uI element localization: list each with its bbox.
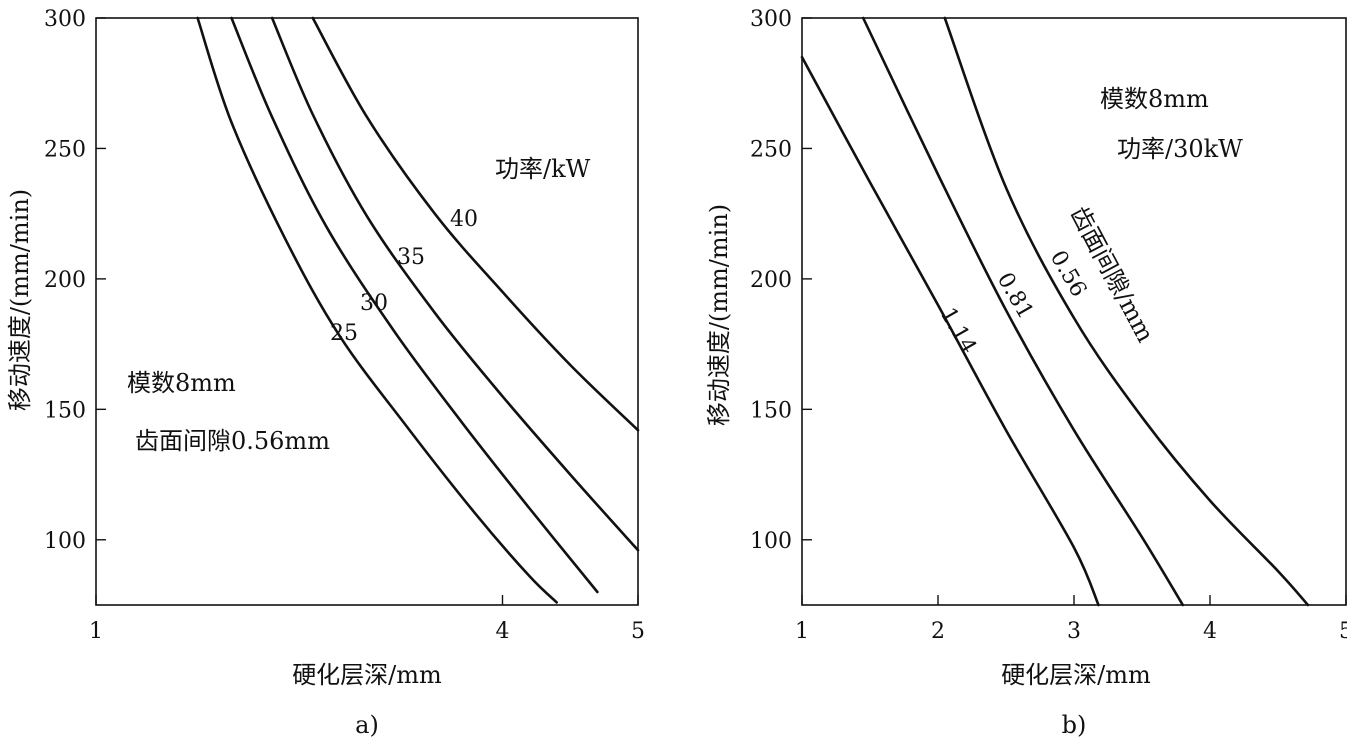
panel-a-y-ticks: 100 150 200 250 300 (44, 7, 106, 554)
panel-b-y-tick-label-150: 150 (750, 398, 792, 423)
panel-a-module-note: 模数8mm (127, 369, 236, 397)
panel-b-label: b) (1062, 711, 1087, 739)
panel-b-x-tick-label-2: 2 (931, 619, 945, 644)
panel-a-y-axis-label: 移动速度/(mm/min) (6, 189, 34, 411)
panel-b-x-ticks: 1 2 3 4 5 (795, 595, 1347, 644)
panel-a-y-tick-label-150: 150 (44, 398, 86, 423)
panel-b-y-tick-label-300: 300 (750, 7, 792, 32)
panel-a-curve-25 (196, 16, 558, 604)
panel-a-x-tick-label-4: 4 (496, 619, 510, 644)
panel-a-curve-label-30: 30 (360, 291, 388, 316)
panel-b-power-note: 功率/30kW (1117, 135, 1243, 163)
panel-a-curves (196, 16, 640, 604)
panel-b-curve-0.56 (943, 16, 1310, 607)
panel-a-y-tick-label-200: 200 (44, 268, 86, 293)
panel-b-x-tick-label-5: 5 (1339, 619, 1347, 644)
panel-b-x-axis-label: 硬化层深/mm (1001, 661, 1151, 689)
panel-a-curve-35 (270, 16, 640, 552)
panel-b-curve-label-0.56: 0.56 (1045, 247, 1091, 302)
panel-a-x-tick-label-5: 5 (631, 619, 645, 644)
panel-a: 100 150 200 250 300 1 4 5 25 30 35 40 功率/kW 模数… (6, 7, 645, 739)
panel-b-module-note: 模数8mm (1100, 85, 1209, 113)
panel-b-x-tick-label-4: 4 (1203, 619, 1217, 644)
panel-b-y-tick-label-200: 200 (750, 268, 792, 293)
panel-b-y-tick-label-100: 100 (750, 529, 792, 554)
panel-a-curve-40 (311, 16, 640, 432)
panel-a-curve-label-40: 40 (450, 207, 478, 232)
panel-a-x-axis-label: 硬化层深/mm (292, 661, 442, 689)
panel-a-x-ticks: 1 4 5 (89, 595, 645, 644)
panel-a-y-tick-label-250: 250 (44, 137, 86, 162)
panel-a-y-tick-label-300: 300 (44, 7, 86, 32)
panel-b-y-tick-label-250: 250 (750, 137, 792, 162)
panel-a-x-tick-label-1: 1 (89, 619, 103, 644)
panel-a-frame (95, 17, 639, 606)
panel-b-x-tick-label-3: 3 (1067, 619, 1081, 644)
panel-b-y-ticks: 100 150 200 250 300 (750, 7, 812, 554)
panel-a-gap-note: 齿面间隙0.56mm (135, 427, 330, 455)
panel-a-power-legend: 功率/kW (495, 155, 591, 183)
panel-b-frame (801, 17, 1347, 606)
panel-a-curve-label-35: 35 (397, 245, 425, 270)
panel-b-curve-label-1.14: 1.14 (935, 304, 981, 359)
panel-b-x-tick-label-1: 1 (795, 619, 809, 644)
panel-b-y-axis-label: 移动速度/(mm/min) (705, 204, 733, 426)
panel-a-y-tick-label-100: 100 (44, 529, 86, 554)
panel-a-curve-30 (230, 16, 599, 594)
panel-a-curve-label-25: 25 (330, 321, 358, 346)
panel-b-curve-1.14 (800, 55, 1100, 607)
panel-b-curve-0.81 (861, 16, 1185, 607)
panel-b-curves (800, 16, 1310, 607)
panel-a-label: a) (355, 711, 379, 739)
